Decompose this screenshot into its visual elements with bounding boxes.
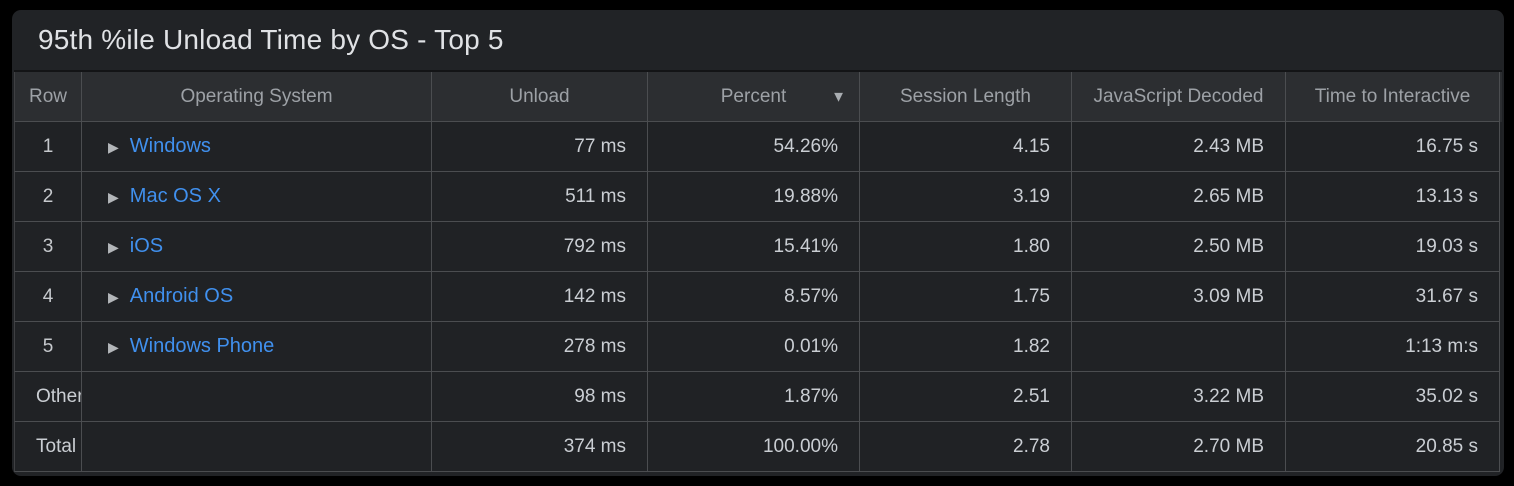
os-link[interactable]: Mac OS X bbox=[129, 185, 221, 207]
cell-time-to-interactive: 16.75 s bbox=[1286, 122, 1500, 172]
cell-session-length: 2.51 bbox=[860, 372, 1072, 422]
cell-js-decoded: 2.43 MB bbox=[1072, 122, 1286, 172]
cell-time-to-interactive: 19.03 s bbox=[1286, 222, 1500, 272]
cell-unload: 77 ms bbox=[432, 122, 648, 172]
expand-icon[interactable]: ▶ bbox=[108, 188, 119, 205]
cell-session-length: 1.82 bbox=[860, 322, 1072, 372]
cell-unload: 374 ms bbox=[432, 422, 648, 472]
table-row: 5 ▶ Windows Phone 278 ms 0.01% 1.82 1:13… bbox=[14, 322, 1502, 372]
expand-icon[interactable]: ▶ bbox=[108, 138, 119, 155]
expand-icon[interactable]: ▶ bbox=[108, 288, 119, 305]
cell-js-decoded: 2.50 MB bbox=[1072, 222, 1286, 272]
table-row: 4 ▶ Android OS 142 ms 8.57% 1.75 3.09 MB… bbox=[14, 272, 1502, 322]
cell-session-length: 2.78 bbox=[860, 422, 1072, 472]
expand-icon[interactable]: ▶ bbox=[108, 338, 119, 355]
cell-time-to-interactive: 13.13 s bbox=[1286, 172, 1500, 222]
os-cell: ▶ Windows Phone bbox=[82, 322, 432, 372]
cell-js-decoded: 3.09 MB bbox=[1072, 272, 1286, 322]
cell-percent: 54.26% bbox=[648, 122, 860, 172]
row-index: 1 bbox=[14, 122, 82, 172]
cell-session-length: 1.75 bbox=[860, 272, 1072, 322]
cell-js-decoded: 3.22 MB bbox=[1072, 372, 1286, 422]
os-cell-empty bbox=[82, 422, 432, 472]
cell-js-decoded: 2.70 MB bbox=[1072, 422, 1286, 472]
cell-time-to-interactive: 31.67 s bbox=[1286, 272, 1500, 322]
os-link[interactable]: Android OS bbox=[129, 285, 234, 307]
cell-percent: 0.01% bbox=[648, 322, 860, 372]
os-cell-empty bbox=[82, 372, 432, 422]
table-row-total: Total 374 ms 100.00% 2.78 2.70 MB 20.85 … bbox=[14, 422, 1502, 472]
cell-session-length: 1.80 bbox=[860, 222, 1072, 272]
os-link[interactable]: Windows bbox=[129, 135, 211, 157]
cell-percent: 15.41% bbox=[648, 222, 860, 272]
col-header-javascript-decoded[interactable]: JavaScript Decoded bbox=[1072, 72, 1286, 122]
table-row: 1 ▶ Windows 77 ms 54.26% 4.15 2.43 MB 16… bbox=[14, 122, 1502, 172]
col-header-session-length[interactable]: Session Length bbox=[860, 72, 1072, 122]
cell-percent: 8.57% bbox=[648, 272, 860, 322]
os-link[interactable]: Windows Phone bbox=[129, 335, 275, 357]
row-index: 2 bbox=[14, 172, 82, 222]
cell-time-to-interactive: 20.85 s bbox=[1286, 422, 1500, 472]
cell-percent: 19.88% bbox=[648, 172, 860, 222]
os-cell: ▶ Mac OS X bbox=[82, 172, 432, 222]
row-index: 4 bbox=[14, 272, 82, 322]
cell-percent: 1.87% bbox=[648, 372, 860, 422]
widget-title-bar: 95th %ile Unload Time by OS - Top 5 bbox=[12, 10, 1504, 70]
cell-js-decoded bbox=[1072, 322, 1286, 372]
table-row: 2 ▶ Mac OS X 511 ms 19.88% 3.19 2.65 MB … bbox=[14, 172, 1502, 222]
dashboard-widget: 95th %ile Unload Time by OS - Top 5 Row … bbox=[12, 10, 1504, 476]
cell-time-to-interactive: 1:13 m:s bbox=[1286, 322, 1500, 372]
row-index: 3 bbox=[14, 222, 82, 272]
col-header-time-to-interactive[interactable]: Time to Interactive bbox=[1286, 72, 1500, 122]
cell-unload: 278 ms bbox=[432, 322, 648, 372]
col-header-percent[interactable]: Percent ▼ bbox=[648, 72, 860, 122]
cell-time-to-interactive: 35.02 s bbox=[1286, 372, 1500, 422]
col-header-percent-label: Percent bbox=[720, 85, 787, 107]
data-table: Row Operating System Unload Percent ▼ Se… bbox=[14, 70, 1502, 472]
cell-percent: 100.00% bbox=[648, 422, 860, 472]
expand-icon[interactable]: ▶ bbox=[108, 238, 119, 255]
row-label-other: Other bbox=[14, 372, 82, 422]
page-title: 95th %ile Unload Time by OS - Top 5 bbox=[38, 24, 504, 55]
os-cell: ▶ iOS bbox=[82, 222, 432, 272]
cell-unload: 511 ms bbox=[432, 172, 648, 222]
table-row-other: Other 98 ms 1.87% 2.51 3.22 MB 35.02 s bbox=[14, 372, 1502, 422]
table-row: 3 ▶ iOS 792 ms 15.41% 1.80 2.50 MB 19.03… bbox=[14, 222, 1502, 272]
column-header-row: Row Operating System Unload Percent ▼ Se… bbox=[14, 72, 1502, 122]
cell-unload: 98 ms bbox=[432, 372, 648, 422]
cell-unload: 792 ms bbox=[432, 222, 648, 272]
os-cell: ▶ Windows bbox=[82, 122, 432, 172]
cell-session-length: 4.15 bbox=[860, 122, 1072, 172]
cell-session-length: 3.19 bbox=[860, 172, 1072, 222]
row-index: 5 bbox=[14, 322, 82, 372]
row-label-total: Total bbox=[14, 422, 82, 472]
os-link[interactable]: iOS bbox=[129, 235, 164, 257]
col-header-row[interactable]: Row bbox=[14, 72, 82, 122]
sort-desc-icon: ▼ bbox=[831, 88, 846, 105]
cell-unload: 142 ms bbox=[432, 272, 648, 322]
col-header-unload[interactable]: Unload bbox=[432, 72, 648, 122]
cell-js-decoded: 2.65 MB bbox=[1072, 172, 1286, 222]
os-cell: ▶ Android OS bbox=[82, 272, 432, 322]
col-header-operating-system[interactable]: Operating System bbox=[82, 72, 432, 122]
